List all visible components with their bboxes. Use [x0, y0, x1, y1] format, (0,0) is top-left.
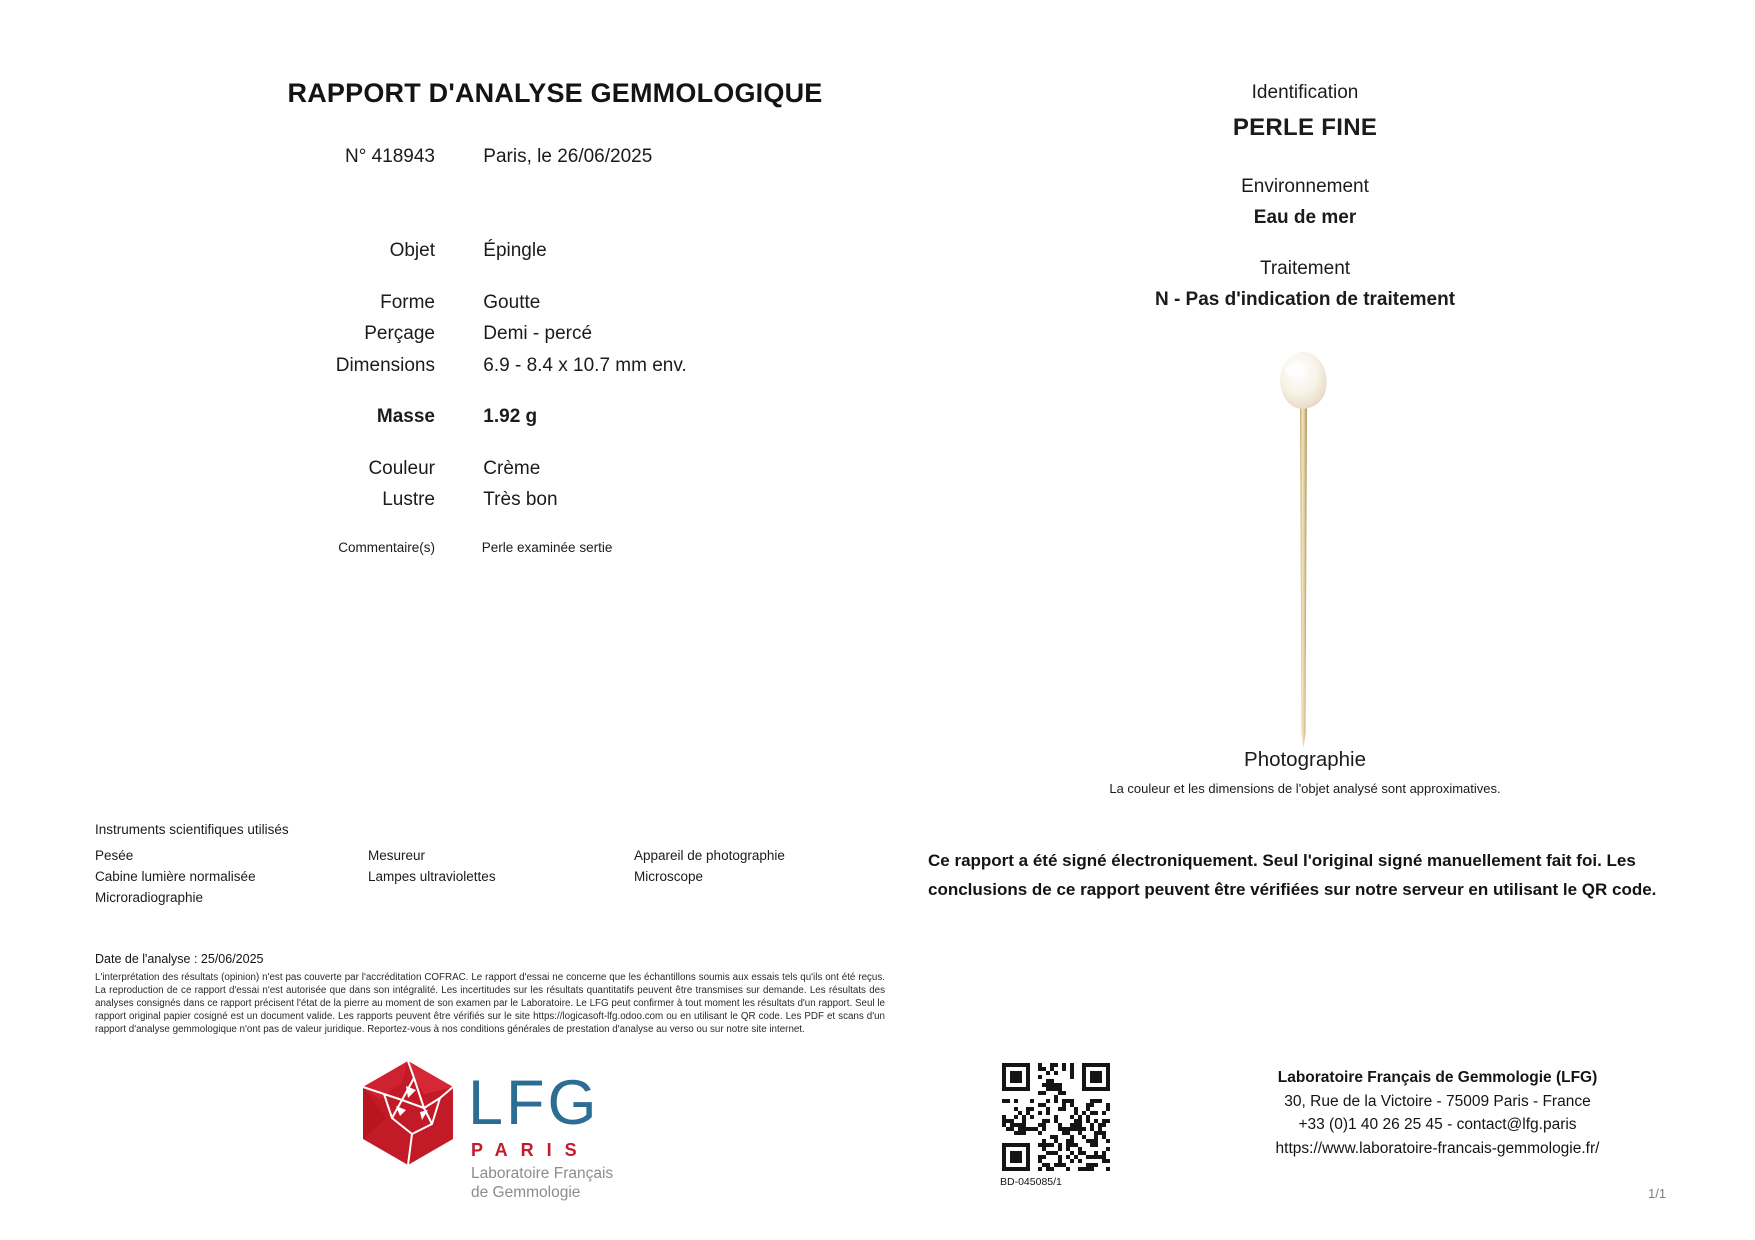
instrument-item: Cabine lumière normalisée: [95, 869, 256, 884]
spec-row-couleur: Couleur Crème: [95, 458, 775, 480]
spec-value-couleur: Crème: [483, 458, 541, 479]
spec-value-dimensions: 6.9 - 8.4 x 10.7 mm env.: [483, 355, 687, 376]
instruments-column-3: Appareil de photographie Microscope: [634, 845, 785, 887]
lfg-logo-text: LFG: [468, 1068, 600, 1138]
qr-code: [1002, 1063, 1110, 1171]
environment-value: Eau de mer: [1253, 207, 1357, 228]
qr-code-label: BD-045085/1: [1000, 1176, 1062, 1188]
lfg-logo-city: PARIS: [471, 1140, 590, 1160]
legal-disclaimer: L'interprétation des résultats (opinion)…: [95, 972, 885, 1035]
spec-value-forme: Goutte: [483, 292, 541, 313]
report-title: RAPPORT D'ANALYSE GEMMOLOGIQUE: [287, 78, 823, 108]
lfg-logo-subtitle-1: Laboratoire Français: [471, 1165, 614, 1182]
environment-heading: Environnement: [1241, 176, 1369, 197]
signature-notice: Ce rapport a été signé électroniquement.…: [928, 851, 1657, 899]
spec-value-lustre: Très bon: [483, 489, 558, 510]
spec-row-objet: Objet Épingle: [95, 240, 775, 262]
spec-row-masse: Masse 1.92 g: [95, 406, 775, 428]
lab-phone-email: +33 (0)1 40 26 25 45 - contact@lfg.paris: [1298, 1116, 1577, 1133]
spec-value-masse: 1.92 g: [483, 406, 538, 427]
spec-label-commentaires: Commentaire(s): [338, 540, 435, 555]
spec-label-dimensions: Dimensions: [335, 355, 435, 376]
footer-contact: Laboratoire Français de Gemmologie (LFG)…: [1250, 1066, 1625, 1160]
spec-value-objet: Épingle: [483, 240, 547, 261]
treatment-value: N - Pas d'indication de traitement: [1154, 289, 1456, 310]
spec-label-couleur: Couleur: [368, 458, 435, 479]
lab-website: https://www.laboratoire-francais-gemmolo…: [1275, 1139, 1600, 1157]
spec-row-forme: Forme Goutte: [95, 292, 775, 314]
pearl: [1280, 351, 1327, 409]
spec-label-percage: Perçage: [364, 323, 435, 344]
photo-heading: Photographie: [1244, 748, 1366, 771]
report-place-date: Paris, le 26/06/2025: [483, 146, 653, 167]
lfg-logo-icon: [362, 1060, 454, 1166]
spec-label-forme: Forme: [380, 292, 435, 313]
pearl-pin-photo: [1280, 351, 1327, 748]
lab-address: 30, Rue de la Victoire - 75009 Paris - F…: [1284, 1092, 1591, 1110]
spec-row-dimensions: Dimensions 6.9 - 8.4 x 10.7 mm env.: [95, 355, 775, 377]
lab-name: Laboratoire Français de Gemmologie (LFG): [1277, 1069, 1598, 1086]
instrument-item: Appareil de photographie: [634, 848, 785, 863]
treatment-heading: Traitement: [1259, 258, 1351, 279]
instrument-item: Lampes ultraviolettes: [368, 869, 496, 884]
page-indicator: 1/1: [1648, 1186, 1667, 1201]
instruments-column-1: Pesée Cabine lumière normalisée Microrad…: [95, 845, 256, 908]
identification-value: PERLE FINE: [1232, 114, 1378, 141]
spec-row-commentaires: Commentaire(s) Perle examinée sertie: [95, 540, 775, 555]
report-number-row: N° 418943 Paris, le 26/06/2025: [95, 146, 775, 168]
spec-label-masse: Masse: [376, 406, 435, 427]
spec-row-lustre: Lustre Très bon: [95, 489, 775, 511]
spec-row-percage: Perçage Demi - percé: [95, 323, 775, 345]
instrument-item: Microscope: [634, 869, 704, 884]
instruments-column-2: Mesureur Lampes ultraviolettes: [368, 845, 496, 887]
instruments-heading: Instruments scientifiques utilisés: [95, 822, 289, 837]
identification-heading: Identification: [1251, 82, 1359, 103]
report-number: N° 418943: [345, 146, 435, 167]
spec-label-lustre: Lustre: [382, 489, 435, 510]
lfg-logo-subtitle-2: de Gemmologie: [471, 1184, 581, 1201]
photo-caption: La couleur et les dimensions de l'objet …: [1109, 781, 1501, 796]
instrument-item: Mesureur: [368, 848, 426, 863]
analysis-date: Date de l'analyse : 25/06/2025: [95, 952, 264, 966]
spec-label-objet: Objet: [389, 240, 435, 261]
pin-stem: [1300, 405, 1307, 748]
spec-value-commentaires: Perle examinée sertie: [481, 540, 613, 555]
instrument-item: Pesée: [95, 848, 134, 863]
spec-value-percage: Demi - percé: [483, 323, 593, 344]
instrument-item: Microradiographie: [95, 890, 204, 905]
